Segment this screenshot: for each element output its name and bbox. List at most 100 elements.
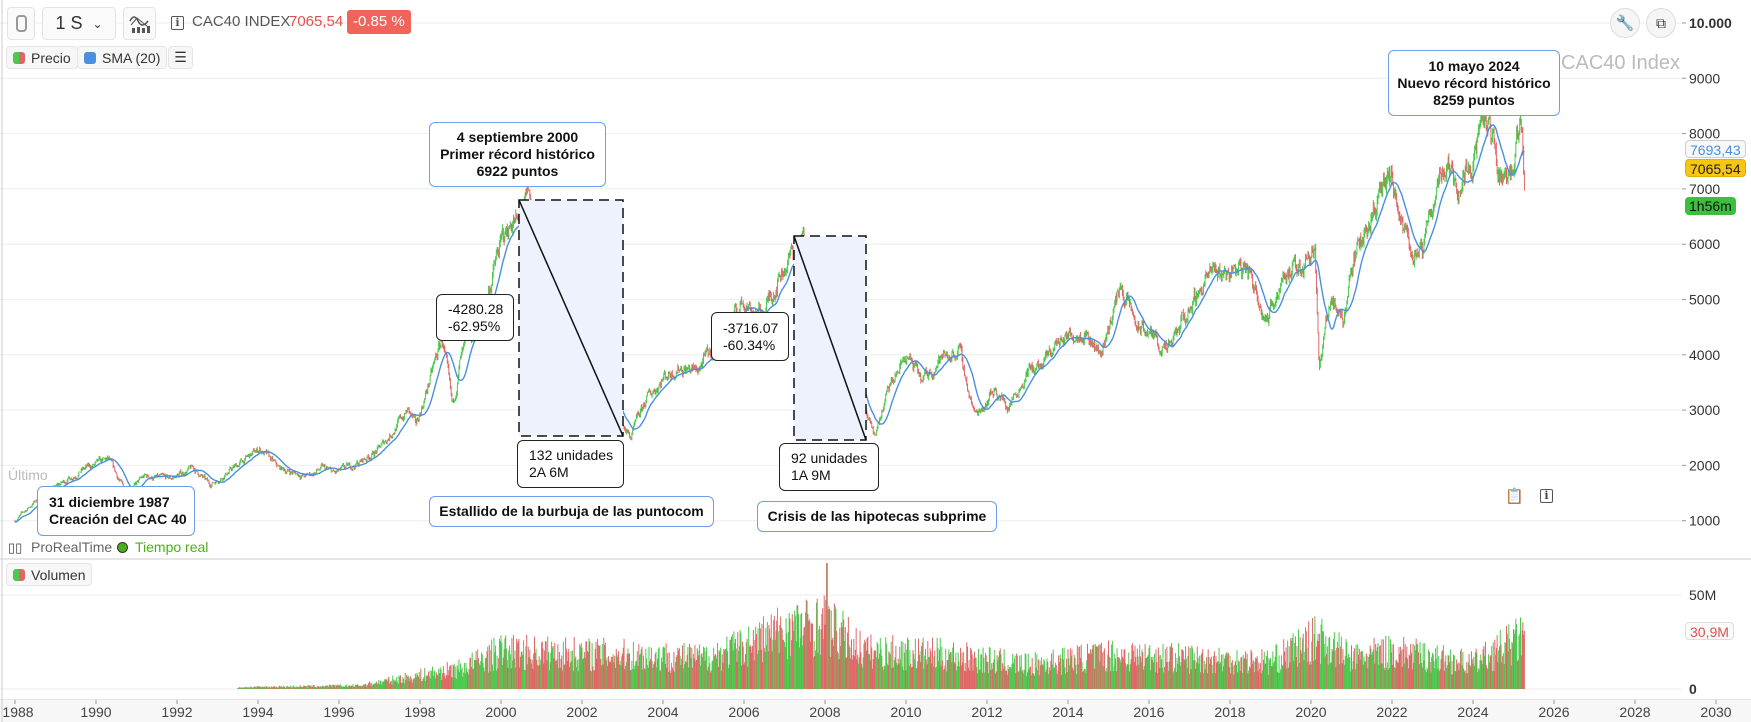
measure-line: 92 unidades xyxy=(791,450,868,466)
annotation-line: 31 diciembre 1987 xyxy=(49,494,170,510)
x-tick-label: 2016 xyxy=(1133,704,1164,720)
list-icon: ☰ xyxy=(174,49,187,65)
x-tick-label: 2002 xyxy=(566,704,597,720)
x-tick-label: 2018 xyxy=(1214,704,1245,720)
link-icon xyxy=(15,15,27,32)
timeframe-value: 1 S xyxy=(55,13,83,33)
x-tick-label: 2004 xyxy=(647,704,678,720)
y-tick-label: 6000 xyxy=(1689,236,1720,252)
last-price: 7065,54 xyxy=(289,13,344,30)
countdown-tag: 1h56m xyxy=(1685,197,1736,215)
annotation-dotcom[interactable]: Estallido de la burbuja de las puntocom xyxy=(429,496,714,527)
measure-line: -4280.28 xyxy=(448,300,504,317)
window-button[interactable]: ⧉ xyxy=(1646,8,1676,38)
volume-tick-label: 0 xyxy=(1689,681,1697,697)
measure-line: -60.34% xyxy=(723,336,776,353)
x-tick-label: 2020 xyxy=(1295,704,1326,720)
measure-line: -62.95% xyxy=(448,317,501,334)
measure-line: 132 unidades xyxy=(529,447,614,463)
subprime-duration-label[interactable]: 92 unidades 1A 9M xyxy=(779,443,879,491)
document-icon[interactable]: 📋 xyxy=(1505,488,1524,505)
info-icon[interactable]: i xyxy=(171,16,184,30)
annotation-line: Estallido de la burbuja de las puntocom xyxy=(439,503,704,519)
x-axis-band[interactable] xyxy=(0,700,1751,722)
annotation-line: 6922 puntos xyxy=(476,163,559,179)
x-tick-label: 1996 xyxy=(323,704,354,720)
y-tick-label: 5000 xyxy=(1689,292,1720,308)
x-tick-label: 2012 xyxy=(971,704,1002,720)
y-tick-label: 4000 xyxy=(1689,347,1720,363)
dotcom-duration-label[interactable]: 132 unidades 2A 6M xyxy=(517,440,624,488)
info-icon[interactable]: i xyxy=(1540,489,1553,503)
indicators-icon xyxy=(128,15,150,33)
time-axis-labels[interactable]: 1988 1990 1992 1994 1996 1998 2000 2002 2004 2006… xyxy=(2,700,1732,720)
y-tick-label: 2000 xyxy=(1689,457,1720,473)
indicators-button[interactable] xyxy=(123,7,156,40)
annotation-line: 10 mayo 2024 xyxy=(1428,57,1520,74)
legend-volume[interactable]: Volumen xyxy=(6,563,93,586)
window-icon: ⧉ xyxy=(1656,14,1666,31)
instrument-name: CAC40 INDEX xyxy=(192,13,291,30)
y-tick-label: 9000 xyxy=(1689,70,1720,86)
annotation-subprime[interactable]: Crisis de las hipotecas subprime xyxy=(757,501,997,532)
realtime-label: Tiempo real xyxy=(135,539,209,555)
list-button[interactable]: ☰ xyxy=(168,46,193,69)
source-label: ProRealTime xyxy=(31,539,113,555)
dotcom-trend-line[interactable] xyxy=(518,199,624,437)
annotation-line: Creación del CAC 40 xyxy=(49,511,187,527)
x-tick-label: 2010 xyxy=(890,704,921,720)
volume-tag: 30,9M xyxy=(1685,622,1734,640)
measure-line: -3716.07 xyxy=(723,319,779,336)
x-tick-label: 2030 xyxy=(1700,704,1731,720)
link-button[interactable] xyxy=(7,7,35,40)
x-tick-label: 2026 xyxy=(1538,704,1569,720)
annotation-line: 8259 puntos xyxy=(1433,91,1515,108)
x-tick-label: 1994 xyxy=(242,704,273,720)
legend-price[interactable]: Precio xyxy=(6,46,78,69)
last-close-ghost-text: Último xyxy=(8,467,48,483)
wrench-icon: 🔧 xyxy=(1615,15,1635,32)
subprime-change-label[interactable]: -3716.07 -60.34% xyxy=(711,312,789,361)
x-tick-label: 2028 xyxy=(1619,704,1650,720)
legend-sma-label: SMA (20) xyxy=(102,49,161,66)
measure-line: 1A 9M xyxy=(791,467,831,483)
x-tick-label: 2024 xyxy=(1457,704,1488,720)
candles-icon: ▯▯ xyxy=(8,540,23,555)
annotation-line: Crisis de las hipotecas subprime xyxy=(767,508,987,524)
watermark: CAC40 Index xyxy=(1561,52,1680,74)
annotation-creation[interactable]: 31 diciembre 1987 Creación del CAC 40 xyxy=(37,486,195,536)
price-swatch-icon xyxy=(13,51,25,64)
x-tick-label: 1988 xyxy=(2,704,33,720)
settings-button[interactable]: 🔧 xyxy=(1610,8,1640,38)
volume-bars xyxy=(237,563,1525,689)
annotation-record-2024[interactable]: 10 mayo 2024 Nuevo récord histórico 8259… xyxy=(1388,50,1560,116)
dotcom-change-label[interactable]: -4280.28 -62.95% xyxy=(436,294,514,341)
x-tick-label: 1998 xyxy=(404,704,435,720)
volume-tick-label: 50M xyxy=(1689,587,1716,603)
legend-volume-label: Volumen xyxy=(31,566,86,583)
annotation-line: Primer récord histórico xyxy=(440,146,595,162)
annotation-line: Nuevo récord histórico xyxy=(1397,74,1551,91)
sma-swatch-icon xyxy=(84,51,96,64)
timeframe-select[interactable]: 1 S ⌄ xyxy=(42,7,116,40)
y-tick-label: 10.000 xyxy=(1689,15,1732,31)
x-tick-label: 2006 xyxy=(728,704,759,720)
price-axis-labels[interactable]: 10.000 9000 8000 7000 6000 5000 4000 3000 2000 10… xyxy=(1689,15,1732,697)
last-price-tag: 7065,54 xyxy=(1685,159,1746,177)
y-tick-label: 1000 xyxy=(1689,513,1720,529)
sma-line xyxy=(14,124,1525,523)
sma-price-tag: 7693,43 xyxy=(1685,140,1746,158)
y-tick-label: 8000 xyxy=(1689,126,1720,142)
annotation-line: 4 septiembre 2000 xyxy=(456,129,579,145)
y-tick-label: 7000 xyxy=(1689,181,1720,197)
x-tick-label: 2000 xyxy=(485,704,516,720)
realtime-dot-icon xyxy=(117,542,128,553)
y-tick-label: 3000 xyxy=(1689,402,1720,418)
legend-price-label: Precio xyxy=(31,49,71,66)
annotation-record-2000[interactable]: 4 septiembre 2000 Primer récord históric… xyxy=(429,122,606,187)
volume-swatch-icon xyxy=(13,568,25,581)
subprime-trend-line[interactable] xyxy=(793,235,867,441)
x-tick-label: 1992 xyxy=(161,704,192,720)
legend-sma[interactable]: SMA (20) xyxy=(77,46,168,69)
